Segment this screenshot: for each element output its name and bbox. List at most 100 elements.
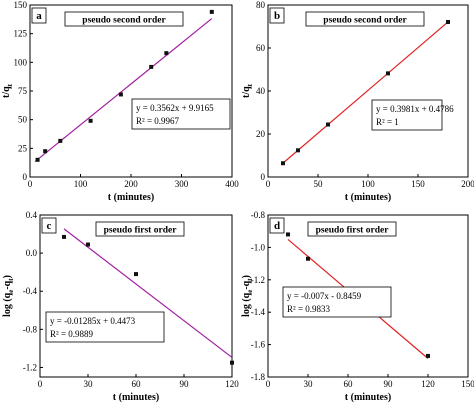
y-axis-label-part: t/q	[241, 86, 252, 98]
equation-box	[282, 286, 392, 318]
y-axis-label-part: log (q	[2, 292, 13, 317]
x-tick-label: 30	[84, 379, 94, 389]
y-axis-label-part: t	[7, 278, 15, 281]
x-axis-label: t (minutes)	[345, 392, 391, 403]
equation-box	[45, 311, 165, 343]
y-tick-label: -1.0	[251, 242, 266, 252]
plot-frame	[29, 4, 233, 178]
y-tick-label: 100	[14, 57, 28, 67]
data-point	[58, 138, 63, 143]
data-point	[149, 64, 154, 69]
y-axis-label-part: e	[246, 290, 254, 293]
fit-equation: y = -0.007x - 0.8459	[287, 291, 362, 301]
y-axis-label-part: -q	[241, 280, 252, 289]
y-tick-label: 0	[23, 172, 28, 182]
panel-a: 0 100 200 300 400 0 25 50 75 100 125 150 t (minutes)…	[1, 0, 239, 203]
data-point	[446, 19, 450, 24]
y-tick-label: -0.4	[23, 286, 38, 296]
y-tick-label: -1.8	[251, 372, 266, 382]
y-axis-label: log (qe-qt)	[2, 275, 15, 317]
panel-c: 0 30 60 90 120 0.4 0.0 -0.4 -0.8 -1.2 t (minutes) l…	[2, 210, 239, 403]
title-box	[307, 221, 397, 237]
y-axis-label-part: e	[7, 290, 15, 293]
y-axis-label-part: t	[246, 278, 254, 281]
x-tick-label: 100	[74, 179, 88, 189]
data-point	[296, 148, 300, 153]
y-tick-label: -1.4	[251, 307, 266, 317]
y-tick-label: -0.8	[251, 210, 266, 220]
y-tick-label: -1.2	[251, 275, 265, 285]
x-tick-label: 0	[38, 379, 43, 389]
x-tick-label: 90	[180, 379, 190, 389]
data-point	[386, 71, 390, 76]
fit-equation: y = 0.3981x + 0.4786	[376, 104, 454, 114]
y-tick-label: 0	[261, 172, 266, 182]
fit-line	[63, 228, 233, 358]
x-tick-label: 0	[28, 179, 33, 189]
y-axis-label: t/qt	[1, 83, 14, 98]
y-axis-label-part: -q	[2, 280, 13, 289]
x-tick-label: 60	[344, 379, 354, 389]
x-tick-label: 150	[411, 179, 425, 189]
panel-letter-box	[269, 217, 285, 234]
x-tick-label: 120	[225, 379, 239, 389]
panel-b: 0 50 100 150 200 0 20 40 60 80 t (minutes) t/qt b pse…	[241, 0, 474, 203]
y-tick-label: 60	[256, 43, 266, 53]
y-axis-label: log (qe-qt)	[241, 275, 254, 317]
x-tick-label: 120	[421, 379, 435, 389]
x-tick-label: 50	[314, 179, 324, 189]
y-tick-label: 125	[14, 29, 28, 39]
y-axis-label-part: )	[241, 275, 252, 278]
data-point	[164, 51, 169, 56]
panel-letter: a	[36, 10, 42, 22]
x-tick-label: 400	[225, 179, 239, 189]
x-tick-label: 90	[384, 379, 394, 389]
fit-r2: R² = 0.9889	[50, 329, 94, 339]
x-tick-label: 100	[361, 179, 375, 189]
plot-frame	[267, 214, 469, 378]
title-box	[95, 221, 185, 237]
x-axis-label: t (minutes)	[345, 192, 391, 203]
fit-line	[282, 21, 449, 164]
x-axis-label: t (minutes)	[113, 392, 159, 403]
data-point	[35, 157, 40, 162]
panel-letter-box	[269, 7, 285, 24]
fit-r2: R² = 0.9833	[287, 304, 331, 314]
title-box	[64, 11, 184, 27]
data-point	[88, 118, 93, 123]
y-tick-label: 75	[18, 86, 28, 96]
chart-title: pseudo second order	[82, 16, 166, 26]
data-point	[286, 232, 290, 237]
y-axis-label-part: log (q	[241, 292, 252, 317]
x-tick-label: 0	[266, 379, 271, 389]
data-point	[86, 242, 90, 247]
data-point	[62, 234, 66, 239]
x-tick-label: 150	[461, 379, 474, 389]
y-tick-label: 80	[256, 0, 266, 10]
y-tick-label: -1.6	[251, 340, 266, 350]
y-axis-label-part: t/q	[1, 86, 12, 98]
y-tick-label: 0.4	[26, 210, 38, 220]
panel-letter-box	[31, 7, 47, 24]
data-point	[118, 92, 123, 97]
chart-title: pseudo second order	[323, 16, 407, 26]
chart-title: pseudo first order	[316, 226, 390, 236]
data-point	[326, 122, 330, 127]
panel-d: 0 30 60 90 120 150 -0.8 -1.0 -1.2 -1.4 -1.6 -1.8 t (…	[241, 210, 474, 403]
x-tick-label: 300	[175, 179, 189, 189]
fit-r2: R² = 1	[376, 117, 399, 127]
y-tick-label: -0.8	[23, 324, 38, 334]
data-point	[134, 272, 138, 277]
title-box	[305, 11, 425, 27]
y-tick-label: 50	[18, 115, 28, 125]
x-tick-label: 200	[124, 179, 138, 189]
y-tick-label: 20	[256, 129, 266, 139]
data-point	[209, 9, 214, 14]
panel-letter: d	[274, 220, 280, 232]
fit-equation: y = -0.01285x + 0.4473	[50, 316, 136, 326]
data-point	[281, 161, 285, 166]
y-axis-label-part: t	[6, 83, 14, 86]
x-tick-label: 0	[266, 179, 271, 189]
x-tick-label: 200	[461, 179, 474, 189]
fit-r2: R² = 0.9967	[136, 116, 180, 126]
